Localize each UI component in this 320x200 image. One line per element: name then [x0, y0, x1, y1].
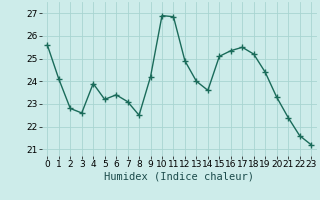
- X-axis label: Humidex (Indice chaleur): Humidex (Indice chaleur): [104, 172, 254, 182]
